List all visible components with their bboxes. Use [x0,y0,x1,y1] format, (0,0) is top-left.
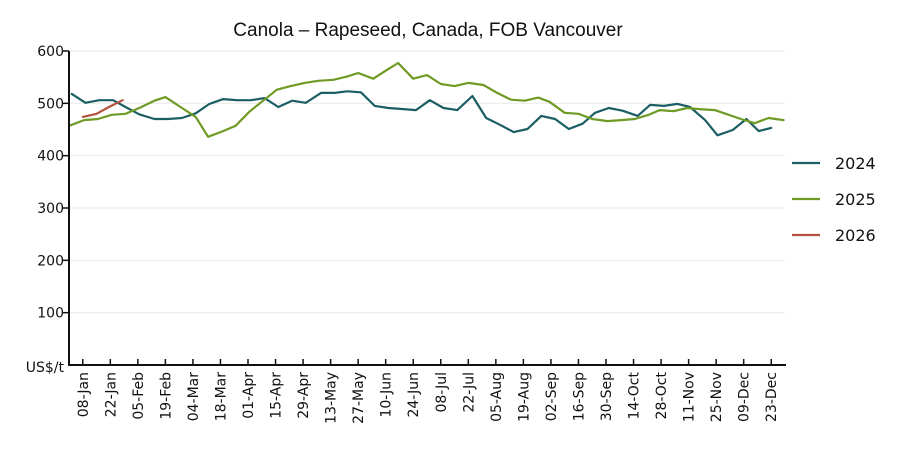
y-tick-label: 400 [37,149,64,165]
x-tick-label: 09-Dec [737,372,753,422]
series-line-2025 [67,61,785,138]
x-tick-label: 15-Apr [269,372,285,419]
x-tick-label: 29-Apr [296,372,312,419]
gridlines [69,50,785,314]
legend-label: 2025 [835,190,876,209]
series-line-2024 [70,90,773,137]
x-tick-label: 08-Jan [76,372,92,417]
legend-label: 2024 [835,154,876,173]
x-tick-label: 19-Feb [158,372,174,420]
chart-title: Canola – Rapeseed, Canada, FOB Vancouver [233,20,623,41]
y-tick-label: 100 [37,306,64,322]
y-tick-label: 500 [37,96,64,112]
x-tick-label: 30-Sep [599,372,615,421]
x-tick-label: 19-Aug [516,372,532,422]
series-lines [67,61,785,138]
x-axis-ticks: 08-Jan 22-Jan 05-Feb 19-Feb 04-Mar 18-Mar 01-A… [76,359,780,424]
x-tick-label: 10-Jun [379,372,395,418]
y-axis-unit-label: US$/t [26,360,65,376]
x-tick-label: 25-Nov [709,372,725,422]
x-tick-label: 05-Feb [131,372,147,420]
legend-label: 2026 [835,226,876,245]
y-tick-label: 600 [37,44,64,60]
x-tick-label: 28-Oct [654,371,670,419]
x-tick-label: 04-Mar [186,372,202,422]
y-tick-label: 300 [37,201,64,217]
x-tick-label: 13-May [324,372,340,424]
x-tick-label: 18-Mar [213,372,229,422]
legend-item-2026: 2026 [792,226,876,245]
x-tick-label: 01-Apr [241,372,257,419]
x-tick-label: 22-Jan [103,372,119,417]
x-tick-label: 08-Jul [434,372,450,413]
x-tick-label: 24-Jun [406,372,422,418]
series-line-2026 [81,99,124,119]
x-tick-label: 11-Nov [682,372,698,422]
x-tick-label: 27-May [351,372,367,424]
y-axis-ticks: 100 200 300 400 500 600 [37,44,69,322]
x-tick-label: 02-Sep [544,372,560,421]
legend: 2024 2025 2026 [792,154,876,245]
legend-item-2024: 2024 [792,154,876,173]
x-tick-label: 05-Aug [489,372,505,422]
x-tick-label: 23-Dec [764,372,780,422]
legend-item-2025: 2025 [792,190,876,209]
x-tick-label: 16-Sep [571,372,587,421]
x-tick-label: 22-Jul [461,372,477,413]
x-tick-label: 14-Oct [627,371,643,419]
y-tick-label: 200 [37,253,64,269]
